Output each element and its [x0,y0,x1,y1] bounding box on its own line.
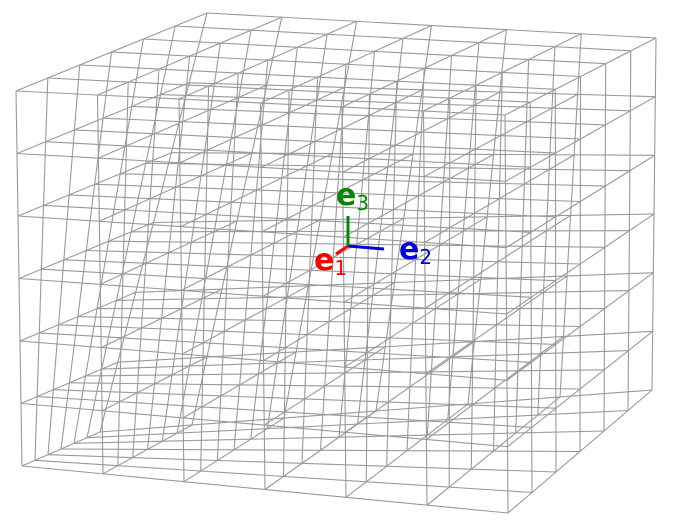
grid-line-x [504,37,657,116]
grid-line-x [505,96,656,182]
grid-line-z [448,98,451,488]
grid-line-z [422,110,428,506]
e3-label: e3 [336,178,369,215]
grid-line-y [47,77,531,103]
grid-line-x [507,389,653,514]
e1-arrow [335,244,349,256]
grid-line-y [111,51,581,78]
grid-line-x [505,154,655,249]
grid-line-x [423,33,582,112]
grid-line-z [73,38,144,444]
basis-vectors [335,216,385,256]
e2-arrow [347,244,385,251]
grid-line-x [425,275,568,375]
cubic-lattice-grid [15,12,657,514]
e2-label: e2 [399,232,432,269]
grid-line-x [341,29,507,108]
e1-label: e1 [314,243,347,280]
grid-line-x [506,213,655,315]
grid-line-z [504,114,509,514]
grid-line-y [15,90,506,116]
grid-line-x [344,278,482,368]
grid-line-x [506,272,654,381]
grid-line-x [507,330,654,448]
